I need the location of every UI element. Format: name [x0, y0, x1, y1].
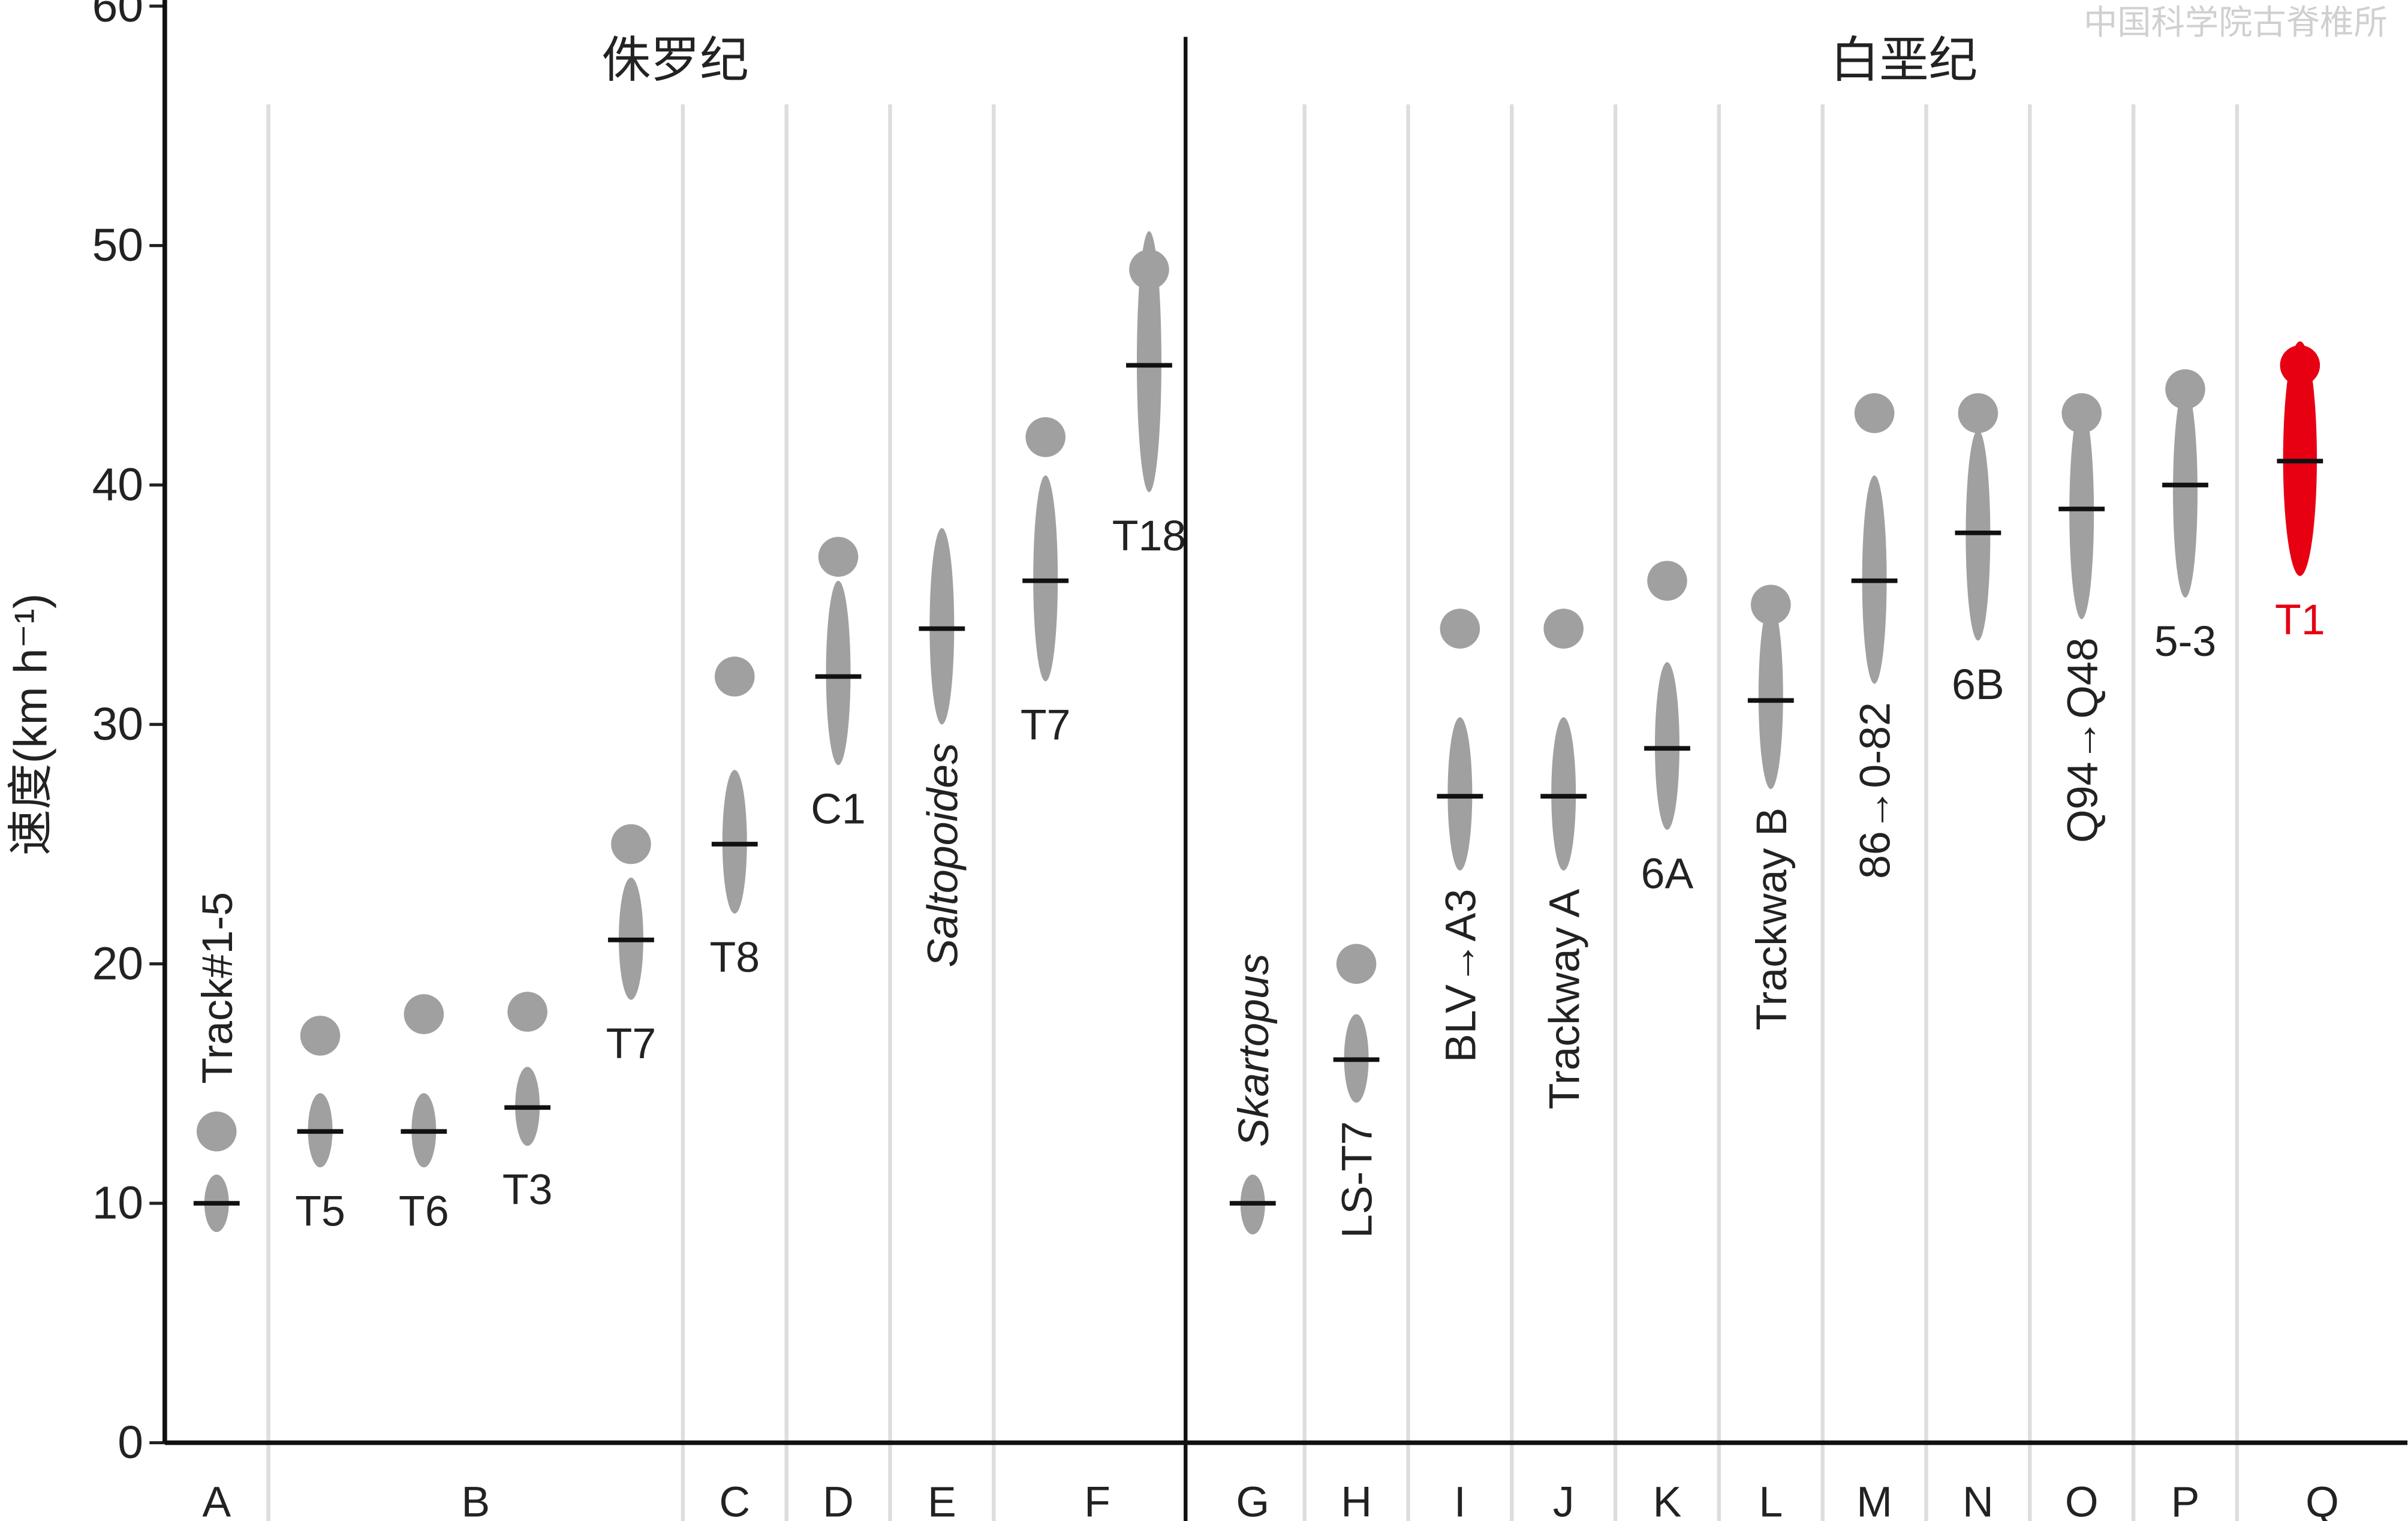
range-ellipse	[2069, 406, 2094, 619]
range-ellipse	[2173, 387, 2198, 598]
track-label: LS-T7	[1334, 1121, 1381, 1238]
max-point	[818, 537, 859, 577]
x-tick-label: K	[1653, 1478, 1682, 1521]
y-tick-label: 30	[92, 698, 143, 750]
x-tick-label: D	[823, 1478, 854, 1521]
max-point	[714, 656, 755, 697]
track-label: T7	[606, 1020, 657, 1068]
x-tick-label: G	[1236, 1478, 1269, 1521]
range-ellipse	[1033, 475, 1058, 682]
track-label: Skartopus	[1230, 953, 1278, 1147]
x-tick-label: I	[1454, 1478, 1466, 1521]
track-label: 6B	[1952, 661, 2004, 709]
max-point	[196, 1111, 237, 1152]
max-point	[404, 994, 444, 1034]
track-label: T8	[709, 933, 760, 981]
range-ellipse	[1965, 430, 1991, 641]
track-label: T18	[1112, 512, 1187, 560]
track-label: T3	[502, 1166, 553, 1214]
y-tick-label: 60	[92, 0, 143, 32]
y-tick-label: 40	[92, 459, 143, 511]
max-point	[1543, 609, 1584, 649]
max-point	[1025, 417, 1065, 457]
max-point	[2061, 393, 2102, 433]
track-label: 5-3	[2154, 618, 2217, 665]
max-point	[1958, 393, 1998, 433]
track-label: 86→0-82	[1852, 702, 1900, 879]
track-label: Saltopoides	[919, 743, 967, 968]
track-label: T7	[1021, 701, 1071, 749]
x-tick-label: A	[202, 1478, 231, 1521]
range-ellipse	[1655, 662, 1679, 830]
x-tick-label: L	[1759, 1478, 1783, 1521]
max-point	[1854, 393, 1895, 433]
max-point	[2280, 345, 2320, 385]
max-point	[2165, 369, 2205, 409]
range-ellipse	[1136, 231, 1161, 492]
x-tick-label: O	[2065, 1478, 2099, 1521]
max-point	[1647, 561, 1687, 601]
y-tick-label: 10	[92, 1177, 143, 1229]
y-axis-label: 速度(km h⁻¹)	[5, 594, 57, 856]
track-label: Track#1-5	[194, 892, 242, 1084]
x-tick-label: J	[1553, 1478, 1575, 1521]
watermark: 中国科学院古脊椎所	[2084, 3, 2388, 42]
period-label: 白垩纪	[1831, 33, 1978, 88]
range-ellipse	[929, 528, 955, 725]
max-point	[507, 992, 547, 1032]
x-tick-label: C	[719, 1478, 750, 1521]
track-label: Trackway B	[1748, 808, 1796, 1031]
range-ellipse	[1758, 602, 1783, 790]
track-label: T1	[2275, 596, 2325, 644]
track-label: T6	[399, 1187, 449, 1235]
track-label: 6A	[1641, 850, 1694, 897]
range-ellipse	[826, 580, 851, 766]
range-ellipse	[2283, 341, 2317, 576]
x-tick-label: P	[2171, 1478, 2200, 1521]
max-point	[1129, 249, 1169, 290]
range-ellipse	[722, 770, 747, 914]
x-tick-label: F	[1084, 1478, 1110, 1521]
track-label: T5	[295, 1187, 345, 1235]
x-tick-label: E	[928, 1478, 956, 1521]
track-label: BLV→A3	[1437, 889, 1485, 1063]
range-ellipse	[1551, 717, 1576, 871]
max-point	[1751, 585, 1791, 625]
x-tick-label: N	[1962, 1478, 1994, 1521]
max-point	[300, 1016, 341, 1056]
x-tick-label: M	[1856, 1478, 1892, 1521]
range-ellipse	[1447, 717, 1473, 871]
max-point	[1440, 609, 1480, 649]
max-point	[611, 824, 651, 865]
max-point	[1336, 944, 1377, 984]
x-tick-label: B	[461, 1478, 490, 1521]
y-tick-label: 0	[118, 1417, 143, 1468]
track-label: Q94→Q48	[2058, 637, 2106, 843]
x-tick-label: H	[1341, 1478, 1372, 1521]
period-label: 侏罗纪	[601, 33, 749, 88]
track-label: C1	[811, 785, 866, 833]
y-tick-label: 50	[92, 219, 143, 271]
y-tick-label: 20	[92, 938, 143, 989]
track-label: Trackway A	[1540, 888, 1588, 1109]
x-tick-label: Q	[2305, 1478, 2339, 1521]
